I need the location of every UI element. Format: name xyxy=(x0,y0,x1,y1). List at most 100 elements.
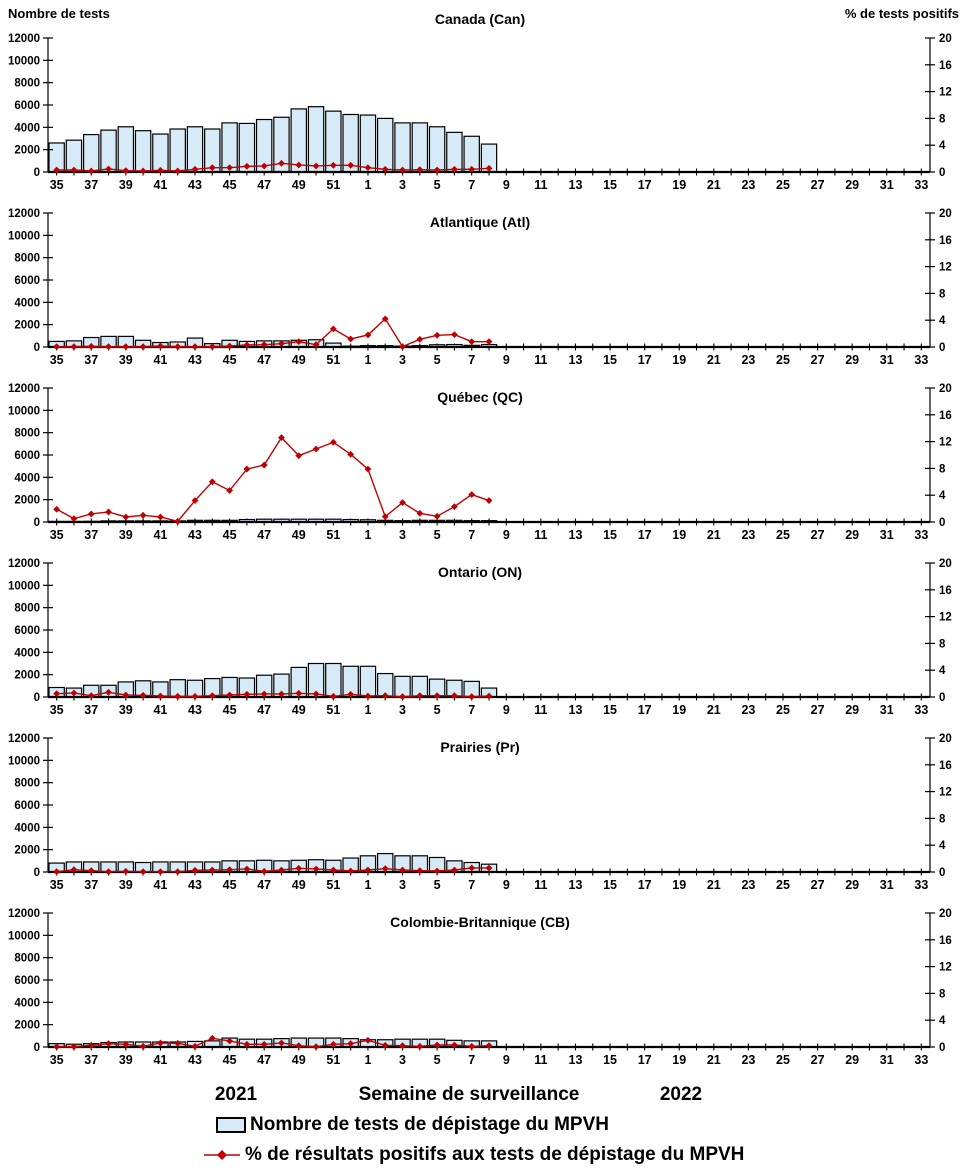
svg-text:6000: 6000 xyxy=(14,975,40,987)
svg-text:12: 12 xyxy=(939,262,952,274)
svg-text:12000: 12000 xyxy=(8,908,40,920)
svg-text:29: 29 xyxy=(845,703,859,717)
svg-text:31: 31 xyxy=(880,178,894,192)
svg-text:17: 17 xyxy=(638,528,652,542)
svg-text:9: 9 xyxy=(503,353,510,367)
svg-text:43: 43 xyxy=(188,178,202,192)
svg-text:12: 12 xyxy=(939,87,952,99)
svg-text:4000: 4000 xyxy=(14,472,40,484)
svg-text:7: 7 xyxy=(468,703,475,717)
svg-text:47: 47 xyxy=(257,353,271,367)
svg-text:31: 31 xyxy=(880,878,894,892)
svg-text:13: 13 xyxy=(569,178,583,192)
svg-text:13: 13 xyxy=(569,1053,583,1067)
svg-text:23: 23 xyxy=(741,1053,755,1067)
svg-text:23: 23 xyxy=(741,353,755,367)
svg-text:16: 16 xyxy=(939,585,952,597)
svg-text:45: 45 xyxy=(223,878,237,892)
svg-text:20: 20 xyxy=(939,908,952,920)
svg-text:12000: 12000 xyxy=(8,383,40,395)
svg-text:0: 0 xyxy=(939,867,945,879)
svg-text:35: 35 xyxy=(50,878,64,892)
svg-text:16: 16 xyxy=(939,935,952,947)
svg-text:6000: 6000 xyxy=(14,800,40,812)
svg-text:20: 20 xyxy=(939,208,952,220)
svg-text:51: 51 xyxy=(326,878,340,892)
svg-text:7: 7 xyxy=(468,878,475,892)
svg-text:7: 7 xyxy=(468,178,475,192)
svg-text:45: 45 xyxy=(223,1053,237,1067)
svg-text:6000: 6000 xyxy=(14,625,40,637)
svg-text:0: 0 xyxy=(34,692,40,704)
svg-text:15: 15 xyxy=(603,353,617,367)
svg-text:2000: 2000 xyxy=(14,845,40,857)
panel-title: Colombie-Britannique (CB) xyxy=(390,914,570,930)
svg-text:15: 15 xyxy=(603,878,617,892)
svg-text:8000: 8000 xyxy=(14,253,40,265)
svg-text:0: 0 xyxy=(34,867,40,879)
svg-text:29: 29 xyxy=(845,178,859,192)
svg-text:11: 11 xyxy=(534,703,547,717)
panel-4: Prairies (Pr)35 37 39 41 43 45 47 49 51 1 3 5 7 9 11 13… xyxy=(8,733,952,892)
svg-text:27: 27 xyxy=(811,878,825,892)
svg-text:19: 19 xyxy=(672,178,686,192)
svg-text:7: 7 xyxy=(468,528,475,542)
svg-text:0: 0 xyxy=(939,167,945,179)
svg-text:11: 11 xyxy=(534,528,547,542)
svg-text:4000: 4000 xyxy=(14,647,40,659)
svg-text:11: 11 xyxy=(534,178,547,192)
svg-text:39: 39 xyxy=(119,178,133,192)
svg-text:47: 47 xyxy=(257,1053,271,1067)
svg-text:8000: 8000 xyxy=(14,78,40,90)
year-label-2022: 2022 xyxy=(659,1084,703,1105)
svg-text:21: 21 xyxy=(707,1053,721,1067)
svg-text:25: 25 xyxy=(776,1053,790,1067)
svg-text:20: 20 xyxy=(939,733,952,745)
svg-text:45: 45 xyxy=(223,703,237,717)
legend-item-tests: Nombre de tests de dépistage du MPVH xyxy=(216,1114,609,1136)
svg-text:6000: 6000 xyxy=(14,275,40,287)
svg-text:16: 16 xyxy=(939,760,952,772)
svg-text:19: 19 xyxy=(672,878,686,892)
svg-text:9: 9 xyxy=(503,528,510,542)
svg-text:27: 27 xyxy=(811,353,825,367)
svg-text:3: 3 xyxy=(399,353,406,367)
svg-text:17: 17 xyxy=(638,1053,652,1067)
svg-text:49: 49 xyxy=(292,1053,306,1067)
svg-text:35: 35 xyxy=(50,178,64,192)
svg-text:15: 15 xyxy=(603,528,617,542)
svg-text:5: 5 xyxy=(434,178,441,192)
svg-text:41: 41 xyxy=(153,528,167,542)
svg-text:8000: 8000 xyxy=(14,428,40,440)
svg-text:19: 19 xyxy=(672,1053,686,1067)
svg-text:35: 35 xyxy=(50,528,64,542)
svg-text:2000: 2000 xyxy=(14,1020,40,1032)
svg-text:3: 3 xyxy=(399,1053,406,1067)
svg-text:31: 31 xyxy=(880,353,894,367)
svg-text:33: 33 xyxy=(914,703,928,717)
svg-text:12000: 12000 xyxy=(8,733,40,745)
svg-text:49: 49 xyxy=(292,878,306,892)
svg-text:31: 31 xyxy=(880,703,894,717)
svg-text:0: 0 xyxy=(34,167,40,179)
svg-text:10000: 10000 xyxy=(8,580,40,592)
svg-text:8: 8 xyxy=(939,463,946,475)
svg-text:12: 12 xyxy=(939,612,952,624)
svg-text:1: 1 xyxy=(364,528,371,542)
right-axis-title: % de tests positifs xyxy=(844,6,959,21)
svg-text:5: 5 xyxy=(434,1053,441,1067)
x-axis-title: Semaine de surveillance xyxy=(358,1084,580,1105)
panel-title: Canada (Can) xyxy=(435,11,525,27)
svg-text:27: 27 xyxy=(811,528,825,542)
svg-text:25: 25 xyxy=(776,178,790,192)
svg-text:1: 1 xyxy=(364,1053,371,1067)
svg-text:25: 25 xyxy=(776,878,790,892)
panel-title: Québec (QC) xyxy=(437,389,523,405)
svg-text:8000: 8000 xyxy=(14,778,40,790)
svg-text:23: 23 xyxy=(741,878,755,892)
svg-text:31: 31 xyxy=(880,528,894,542)
svg-text:37: 37 xyxy=(84,353,98,367)
svg-text:13: 13 xyxy=(569,703,583,717)
svg-text:37: 37 xyxy=(84,178,98,192)
svg-text:35: 35 xyxy=(50,1053,64,1067)
